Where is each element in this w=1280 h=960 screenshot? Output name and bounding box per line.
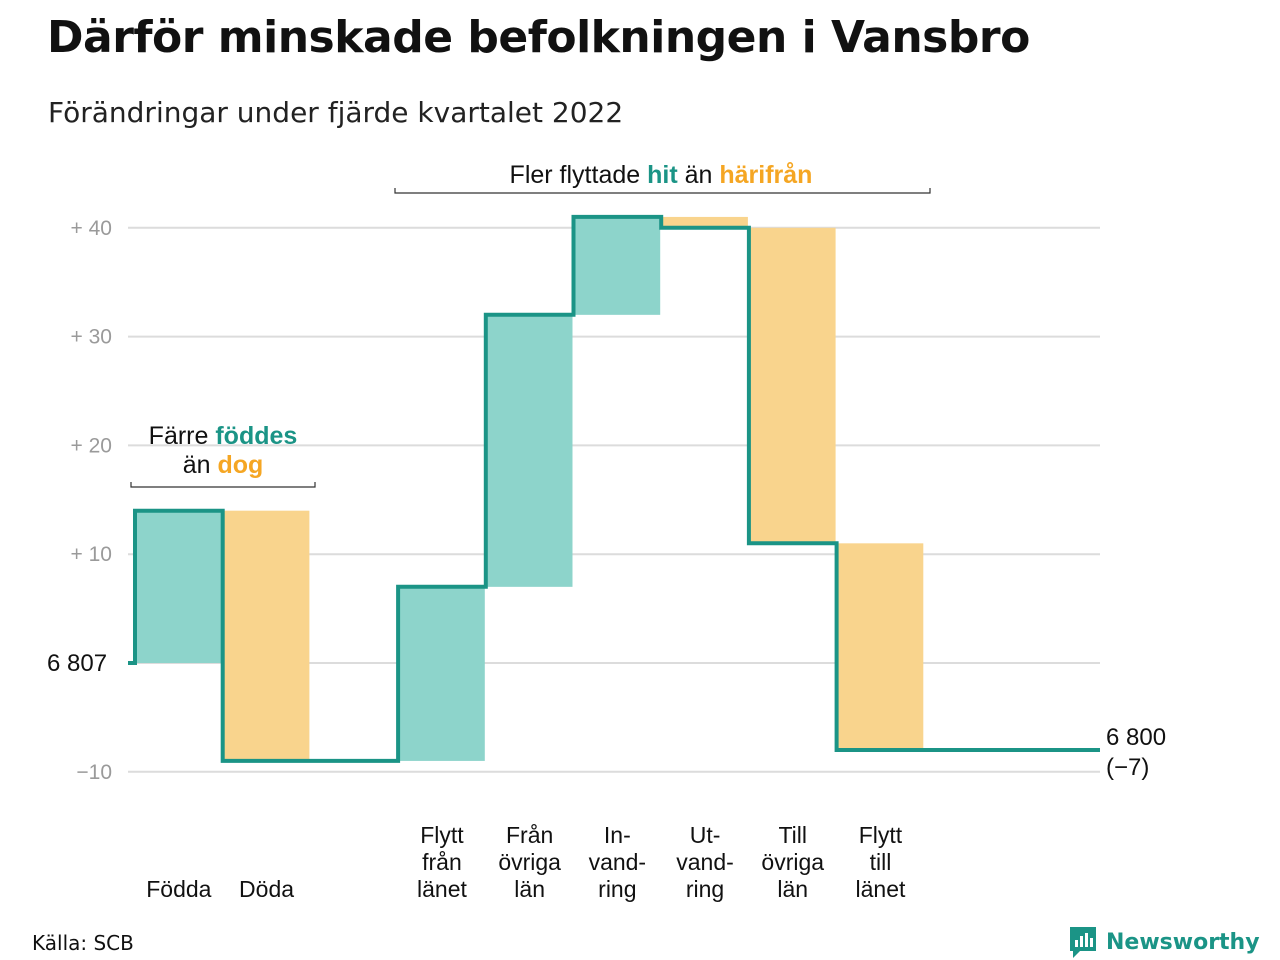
- category-label: Födda: [146, 876, 211, 902]
- category-label: vand-: [676, 849, 734, 875]
- category-label: In-: [604, 822, 631, 848]
- y-tick-label: + 20: [71, 434, 112, 457]
- y-tick-label: −10: [76, 761, 112, 784]
- bar-döda: [222, 510, 310, 761]
- bar-till-övriga-län: [748, 227, 836, 544]
- bar-flytt-till-länet: [836, 543, 924, 751]
- category-label: Ut-: [690, 822, 721, 848]
- category-label: vand-: [589, 849, 647, 875]
- bar-in--vand--ring: [573, 216, 661, 315]
- category-label: ring: [686, 876, 724, 902]
- brand-name: Newsworthy: [1106, 929, 1260, 955]
- category-label: Flytt: [859, 822, 903, 848]
- category-label: länet: [417, 876, 467, 902]
- y-tick-label: + 40: [71, 217, 112, 240]
- newsworthy-logo-icon: [1070, 927, 1096, 958]
- category-label: Från: [506, 822, 553, 848]
- annotation-births-line2: än dog: [183, 451, 264, 479]
- bar-layer: [135, 216, 924, 761]
- annotation-births-bracket: [130, 482, 316, 488]
- annotation-migration-bracket: [394, 188, 931, 194]
- end-change-label: (−7): [1106, 754, 1149, 781]
- category-label: övriga: [761, 849, 824, 875]
- bar-från-övriga-län: [485, 314, 573, 587]
- source-note: Källa: SCB: [32, 931, 134, 955]
- brand-logo: Newsworthy: [1068, 925, 1260, 959]
- category-label: län: [777, 876, 808, 902]
- category-label: Flytt: [420, 822, 464, 848]
- category-label: från: [422, 849, 462, 875]
- category-label: övriga: [498, 849, 561, 875]
- cumulative-step-line: [128, 214, 1100, 763]
- annotation-migration-line1: Fler flyttade hit än härifrån: [510, 161, 813, 189]
- bar-födda: [135, 510, 222, 663]
- y-tick-label: + 10: [71, 543, 112, 566]
- category-label: Döda: [239, 876, 294, 902]
- start-value-label: 6 807: [47, 650, 107, 677]
- category-label: länet: [856, 876, 906, 902]
- bar-flytt-från-länet: [398, 586, 485, 761]
- chart-subtitle: Förändringar under fjärde kvartalet 2022: [48, 96, 624, 129]
- end-value-label: 6 800: [1106, 724, 1166, 751]
- line-layer: [128, 214, 1100, 763]
- bar-ut--vand--ring: [661, 216, 748, 228]
- category-label: län: [514, 876, 545, 902]
- category-label: till: [870, 849, 892, 875]
- annotation-births-line1: Färre föddes: [149, 422, 298, 450]
- y-tick-label: + 30: [71, 326, 112, 349]
- category-label: Till: [778, 822, 807, 848]
- chart-title: Därför minskade befolkningen i Vansbro: [47, 12, 1030, 63]
- category-label: ring: [598, 876, 636, 902]
